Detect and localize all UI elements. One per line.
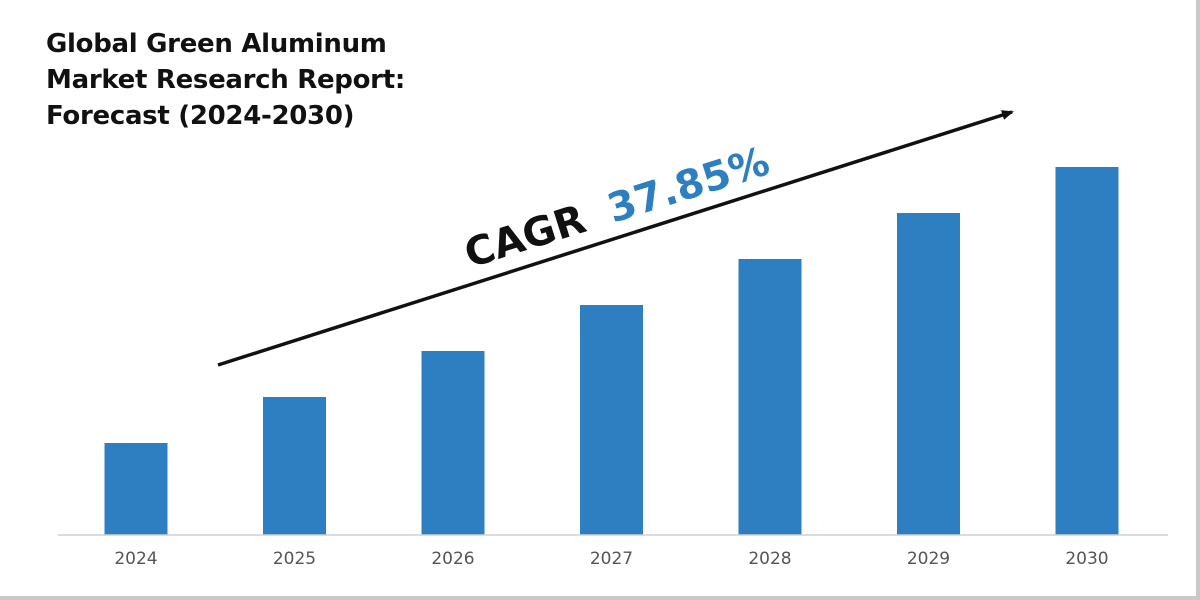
x-tick-label-2028: 2028 — [748, 549, 791, 569]
bar-2028 — [738, 259, 802, 535]
bar-2026 — [421, 351, 485, 535]
chart-title-line-3: Forecast (2024-2030) — [46, 101, 355, 131]
bars-group — [104, 167, 1119, 535]
bar-2024 — [104, 443, 168, 535]
chart-title-line-1: Global Green Aluminum — [46, 29, 387, 59]
trend-arrow — [217, 110, 1014, 367]
cagr-annotation: CAGR 37.85% — [459, 138, 775, 277]
x-tick-label-2027: 2027 — [590, 549, 633, 569]
x-tick-labels: 2024 2025 2026 2027 2028 2029 2030 — [114, 549, 1108, 569]
bar-2030 — [1055, 167, 1119, 535]
chart-title: Global Green Aluminum Market Research Re… — [46, 26, 405, 134]
x-tick-label-2026: 2026 — [431, 549, 474, 569]
bar-2025 — [263, 397, 326, 535]
x-tick-label-2029: 2029 — [907, 549, 950, 569]
x-tick-label-2030: 2030 — [1065, 549, 1108, 569]
cagr-value: 37.85% — [602, 138, 775, 232]
bar-2027 — [580, 305, 643, 535]
x-tick-label-2024: 2024 — [114, 549, 157, 569]
bar-2029 — [897, 213, 960, 535]
x-tick-label-2025: 2025 — [273, 549, 316, 569]
chart-title-line-2: Market Research Report: — [46, 65, 405, 95]
